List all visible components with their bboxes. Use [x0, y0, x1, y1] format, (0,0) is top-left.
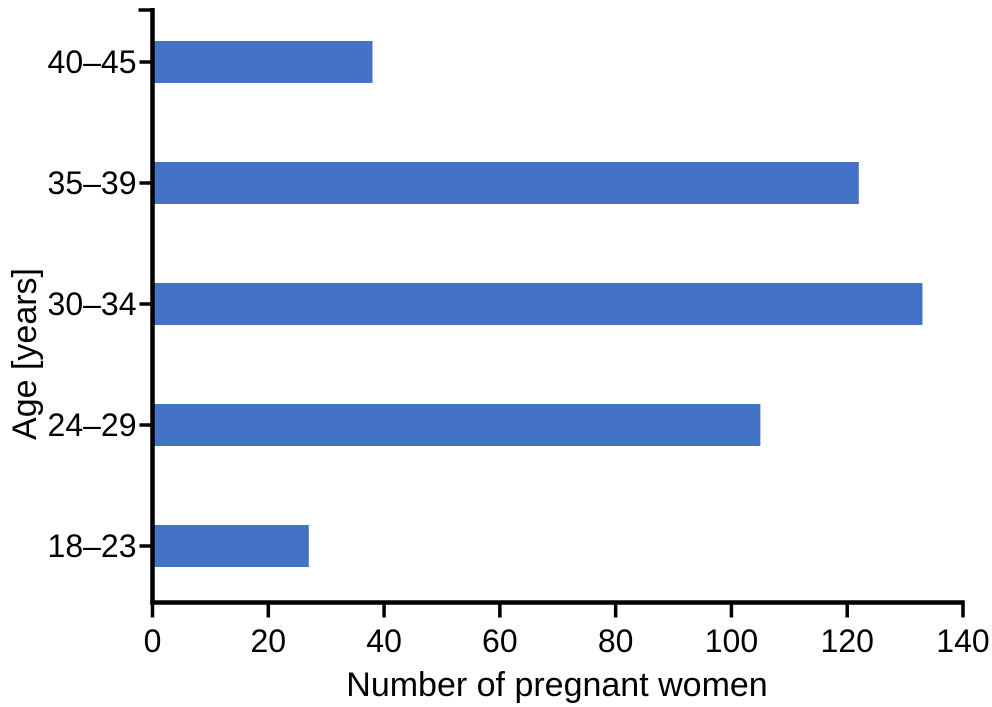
x-tick-label-100: 100 [705, 623, 758, 659]
x-tick-label-140: 140 [936, 623, 989, 659]
x-tick-label-60: 60 [482, 623, 518, 659]
bar-30–34 [152, 283, 923, 325]
x-tick-label-0: 0 [144, 623, 162, 659]
y-tick-label-35–39: 35–39 [48, 165, 137, 201]
ticks-group [139, 60, 965, 618]
tick-labels-group: 18–23 24–29 30–34 35–39 40–45 0 20 40 60 80 100 120… [48, 44, 990, 659]
x-axis-title: Number of pregnant women [346, 666, 767, 704]
y-tick-label-40–45: 40–45 [48, 44, 137, 80]
bar-18–23 [152, 525, 309, 567]
bar-40–45 [152, 41, 373, 83]
bar-24–29 [152, 404, 761, 446]
y-tick-label-24–29: 24–29 [48, 407, 137, 443]
x-tick-label-40: 40 [366, 623, 402, 659]
x-tick-label-80: 80 [598, 623, 634, 659]
bar-35–39 [152, 162, 859, 204]
y-tick-label-18–23: 18–23 [48, 528, 137, 564]
bars-group [152, 41, 923, 567]
axes-group [138, 8, 965, 605]
x-tick-label-20: 20 [250, 623, 286, 659]
x-tick-label-120: 120 [821, 623, 874, 659]
y-tick-label-30–34: 30–34 [48, 286, 137, 322]
y-axis-title: Age [years] [6, 268, 44, 440]
